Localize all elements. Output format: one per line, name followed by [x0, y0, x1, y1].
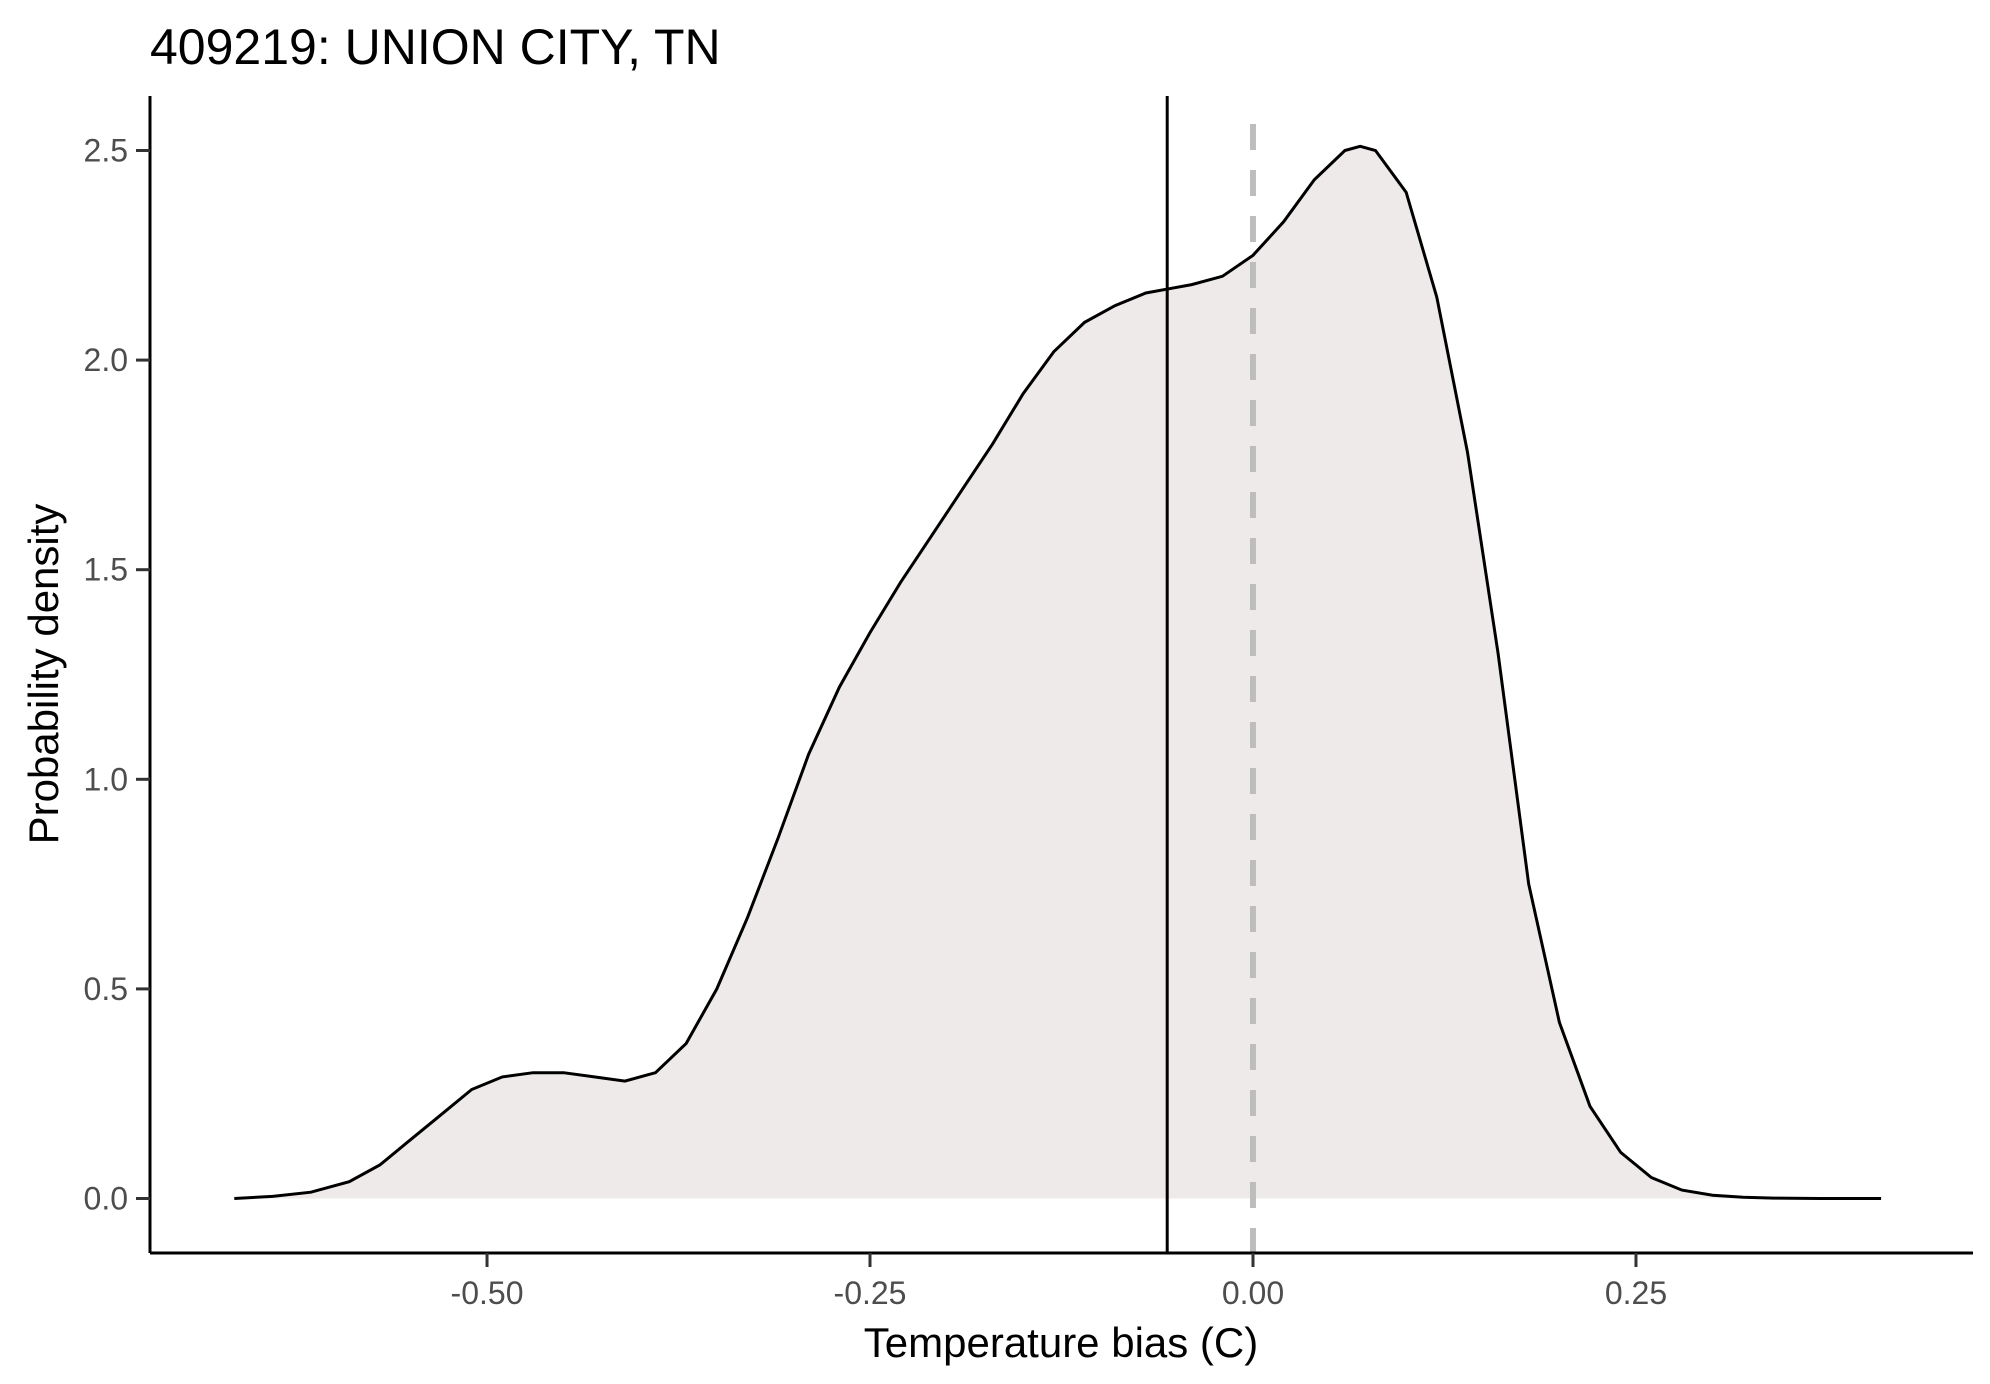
- plot-area: [234, 96, 1882, 1253]
- y-tick-label: 0.0: [84, 1181, 128, 1217]
- y-tick-label: 1.0: [84, 761, 128, 797]
- density-curve: [234, 144, 1882, 1200]
- x-tick-label: -0.25: [834, 1275, 907, 1311]
- y-tick-label: 0.5: [84, 971, 128, 1007]
- y-tick-label: 2.5: [84, 132, 128, 168]
- y-axis-ticks: 0.0 0.5 1.0 1.5 2.0 2.5: [84, 132, 150, 1217]
- density-fill: [234, 146, 1882, 1199]
- y-axis-title: Probability density: [20, 504, 67, 845]
- x-tick-label: 0.25: [1605, 1275, 1667, 1311]
- y-tick-label: 1.5: [84, 552, 128, 588]
- x-tick-label: 0.00: [1222, 1275, 1284, 1311]
- x-axis-ticks: -0.50 -0.25 0.00 0.25: [451, 1253, 1667, 1311]
- x-axis-title: Temperature bias (C): [864, 1319, 1258, 1366]
- y-tick-label: 2.0: [84, 342, 128, 378]
- chart-title: 409219: UNION CITY, TN: [150, 19, 721, 75]
- x-tick-label: -0.50: [451, 1275, 524, 1311]
